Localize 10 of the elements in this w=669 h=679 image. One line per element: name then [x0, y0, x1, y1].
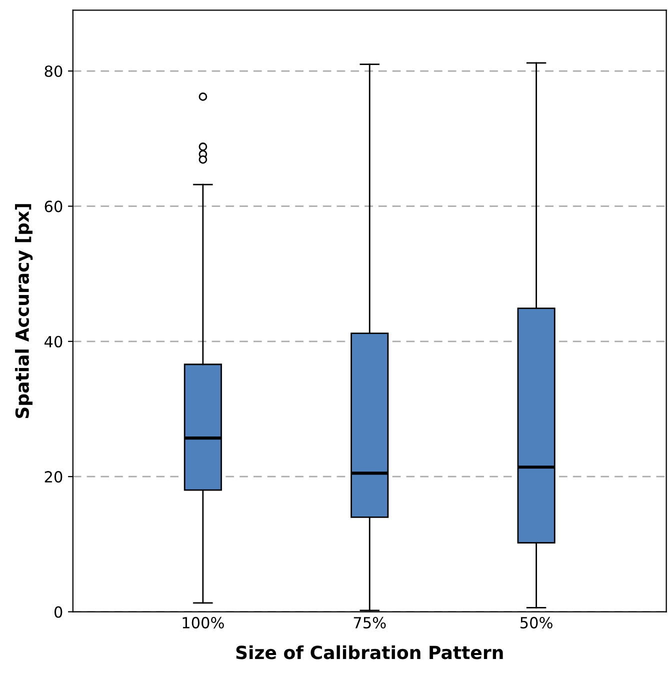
x-axis-title: Size of Calibration Pattern — [236, 645, 503, 660]
x-tick-label: 50% — [520, 616, 552, 628]
y-tick-label: 20 — [44, 471, 62, 483]
y-axis-title: Spatial Accuracy [px] — [15, 204, 33, 418]
y-tick-label: 0 — [54, 606, 62, 618]
y-tick-label: 40 — [44, 336, 62, 348]
x-tick-label: 75% — [354, 616, 386, 628]
x-tick-label: 100% — [182, 616, 224, 628]
y-tick-label: 60 — [44, 200, 62, 212]
y-tick-label: 80 — [44, 65, 62, 78]
